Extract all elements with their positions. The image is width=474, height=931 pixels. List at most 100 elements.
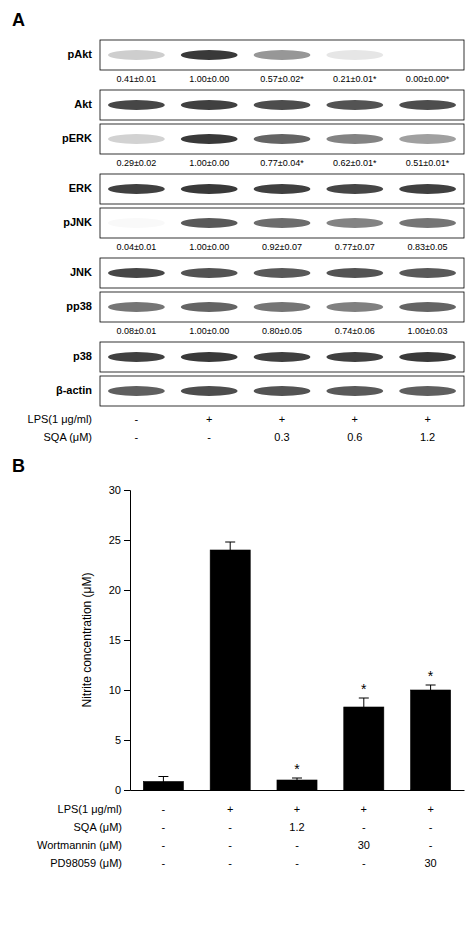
table-cell: -: [162, 821, 166, 833]
error-cap: [359, 716, 369, 717]
annotation: *: [428, 668, 434, 684]
table-cell: 1.2: [420, 431, 435, 443]
y-tick-mark: [124, 640, 130, 641]
table-cell: -: [135, 431, 139, 443]
blot-box: [100, 40, 464, 70]
blot-row: pAkt0.41±0.011.00±0.000.57±0.02*0.21±0.0…: [68, 40, 464, 84]
band: [399, 352, 456, 362]
band: [326, 302, 383, 312]
error-bar: [225, 542, 235, 558]
table-cell: +: [294, 803, 300, 815]
table-cell: -: [162, 857, 166, 869]
band: [181, 100, 238, 110]
band: [326, 352, 383, 362]
blot-row: pERK0.29±0.021.00±0.000.77±0.04*0.62±0.0…: [62, 124, 464, 168]
band: [254, 268, 311, 278]
blot-row: JNK: [70, 258, 464, 288]
table-row: Wortmannin (μM)---30-: [37, 839, 433, 851]
blot-box: [100, 376, 464, 406]
band: [399, 184, 456, 194]
annotation: 0.74±0.06: [335, 326, 375, 336]
blot-box: [100, 292, 464, 322]
band: [326, 100, 383, 110]
error-cap: [158, 786, 168, 787]
row-label: β-actin: [56, 384, 92, 396]
band: [181, 352, 238, 362]
table-cell: -: [228, 839, 232, 851]
band: [326, 50, 383, 60]
table-label: SQA (μM): [73, 821, 122, 833]
blot-box: [100, 90, 464, 120]
error-cap: [158, 776, 168, 777]
y-tick: 25: [109, 534, 130, 546]
annotation: 0.57±0.02*: [260, 74, 304, 84]
band: [181, 268, 238, 278]
y-tick-label: 20: [109, 584, 121, 596]
bands: [108, 268, 456, 278]
band: [108, 218, 165, 228]
error-bar: [426, 685, 436, 695]
band: [108, 352, 165, 362]
band: [399, 268, 456, 278]
y-tick-label: 10: [109, 684, 121, 696]
band: [326, 386, 383, 396]
annotation: 0.77±0.07: [335, 242, 375, 252]
error-cap: [292, 778, 302, 779]
band: [326, 134, 383, 144]
error-cap: [225, 558, 235, 559]
blot-row: ERK: [69, 174, 464, 204]
y-axis-title: Nitrite concentration (μM): [80, 573, 94, 708]
y-tick-mark: [124, 740, 130, 741]
row-label: pp38: [66, 300, 92, 312]
table-cell: 0.3: [274, 431, 289, 443]
bands: [108, 50, 456, 60]
table-cell: +: [361, 803, 367, 815]
table-label: Wortmannin (μM): [37, 839, 122, 851]
table-cell: +: [279, 413, 285, 425]
blot-row: p38: [73, 342, 464, 372]
error-line: [297, 778, 298, 782]
blot-box: [100, 342, 464, 372]
panel-b: B051015202530Nitrite concentration (μM)*…: [12, 456, 465, 869]
blot-row: Akt: [74, 90, 464, 120]
table-label: LPS(1 μg/ml): [28, 413, 92, 425]
y-tick: 0: [115, 784, 130, 796]
band: [399, 134, 456, 144]
bands: [108, 352, 456, 362]
bar: [277, 780, 317, 790]
table-row: LPS(1 μg/ml)-++++: [58, 803, 434, 815]
table-cell: -: [429, 821, 433, 833]
table-cell: -: [295, 857, 299, 869]
y-tick-label: 0: [115, 784, 121, 796]
band: [254, 218, 311, 228]
table-cell: -: [135, 413, 139, 425]
band: [108, 134, 165, 144]
band: [399, 386, 456, 396]
band: [254, 134, 311, 144]
table-cell: +: [427, 803, 433, 815]
figure: ApAkt0.41±0.011.00±0.000.57±0.02*0.21±0.…: [0, 0, 474, 931]
annotation: 0.92±0.07: [262, 242, 302, 252]
annotation: 1.00±0.00: [189, 158, 229, 168]
table-row: SQA (μM)--1.2--: [73, 821, 432, 833]
table-cell: 30: [358, 839, 370, 851]
table-cell: -: [295, 839, 299, 851]
y-tick: 10: [109, 684, 130, 696]
annotation: 1.00±0.00: [189, 242, 229, 252]
annotation: 0.80±0.05: [262, 326, 302, 336]
table-cell: -: [162, 839, 166, 851]
band: [181, 134, 238, 144]
band: [254, 184, 311, 194]
annotation: *: [294, 761, 300, 777]
table-cell: +: [227, 803, 233, 815]
table-row: LPS(1 μg/ml)-++++: [28, 413, 431, 425]
bar: [210, 550, 250, 790]
table-cell: -: [228, 857, 232, 869]
y-axis: 051015202530: [109, 484, 131, 796]
band: [254, 352, 311, 362]
y-tick-mark: [124, 540, 130, 541]
band: [181, 386, 238, 396]
error-line: [363, 698, 364, 716]
error-bar: [359, 698, 369, 716]
table-cell: -: [228, 821, 232, 833]
